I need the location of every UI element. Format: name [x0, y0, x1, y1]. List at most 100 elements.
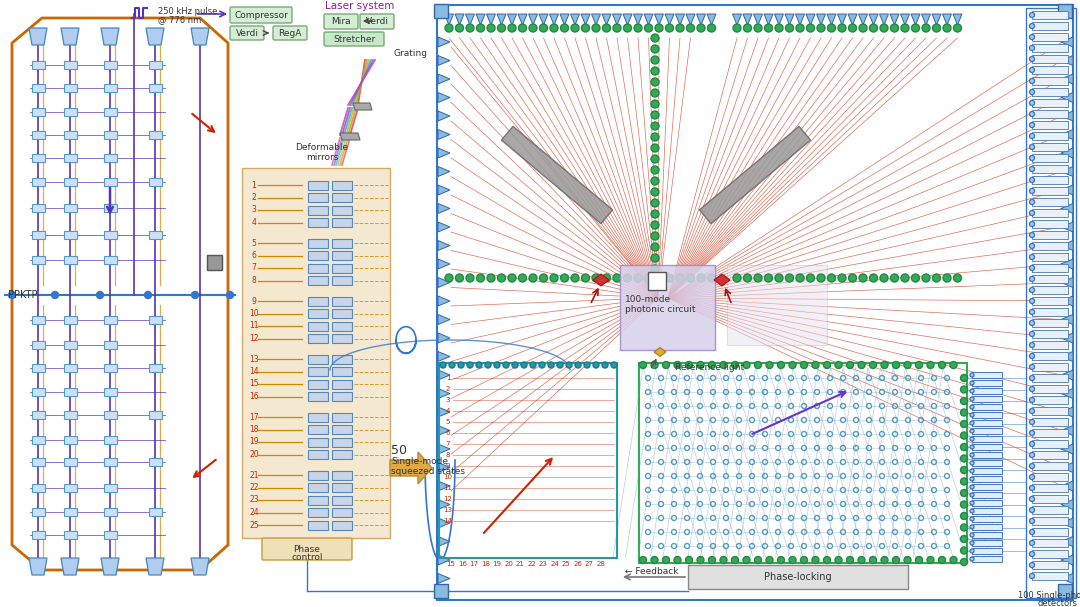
Circle shape	[1029, 200, 1035, 205]
Bar	[332, 425, 352, 434]
Polygon shape	[1061, 166, 1074, 177]
Text: 24: 24	[249, 508, 259, 517]
FancyBboxPatch shape	[262, 538, 352, 560]
Bar	[308, 354, 328, 364]
Bar	[437, 5, 1074, 600]
Circle shape	[686, 557, 692, 563]
Text: 19: 19	[249, 438, 259, 447]
Circle shape	[796, 24, 804, 32]
Circle shape	[456, 24, 463, 32]
Bar	[104, 484, 117, 492]
Polygon shape	[438, 314, 450, 325]
Text: 1: 1	[446, 375, 450, 381]
Bar	[104, 531, 117, 539]
Circle shape	[651, 67, 659, 75]
Bar	[1032, 352, 1068, 360]
Bar	[332, 309, 352, 318]
Text: 21: 21	[249, 470, 259, 480]
Bar	[242, 168, 390, 538]
Text: 12: 12	[444, 496, 453, 502]
Circle shape	[518, 24, 527, 32]
Bar	[308, 508, 328, 517]
Polygon shape	[438, 203, 450, 214]
Text: 28: 28	[596, 561, 605, 567]
Circle shape	[550, 24, 558, 32]
Bar	[972, 428, 1002, 434]
Text: Stretcher: Stretcher	[333, 35, 375, 44]
Polygon shape	[438, 351, 450, 362]
Circle shape	[869, 274, 877, 282]
Bar	[64, 411, 77, 419]
Bar	[1032, 275, 1068, 283]
Circle shape	[960, 535, 968, 543]
Polygon shape	[476, 14, 485, 25]
Circle shape	[731, 557, 739, 563]
Polygon shape	[29, 28, 48, 45]
Bar	[31, 178, 44, 186]
Bar	[332, 470, 352, 480]
Circle shape	[1029, 342, 1035, 347]
Text: detectors: detectors	[1037, 600, 1077, 607]
Bar	[1032, 517, 1068, 525]
Bar	[308, 438, 328, 447]
Text: 6: 6	[446, 430, 450, 436]
Circle shape	[592, 274, 600, 282]
Bar	[64, 131, 77, 139]
Circle shape	[508, 24, 516, 32]
Polygon shape	[438, 111, 450, 121]
Circle shape	[1029, 475, 1035, 480]
Polygon shape	[508, 14, 516, 25]
Circle shape	[1029, 398, 1035, 402]
Circle shape	[476, 362, 482, 368]
Circle shape	[651, 78, 659, 86]
Text: 9: 9	[252, 296, 256, 305]
Polygon shape	[438, 407, 450, 417]
Polygon shape	[1061, 426, 1074, 435]
Polygon shape	[438, 259, 450, 269]
Circle shape	[960, 444, 968, 450]
Polygon shape	[445, 14, 454, 25]
Circle shape	[645, 274, 652, 282]
Bar	[1032, 11, 1068, 19]
Polygon shape	[1061, 111, 1074, 121]
Bar	[972, 556, 1002, 562]
Polygon shape	[1061, 500, 1074, 509]
Circle shape	[765, 24, 772, 32]
Text: 5: 5	[252, 239, 256, 248]
Circle shape	[835, 557, 842, 563]
Circle shape	[651, 177, 659, 185]
Bar	[104, 458, 117, 466]
Circle shape	[467, 362, 473, 368]
Circle shape	[849, 24, 856, 32]
Bar	[1032, 506, 1068, 514]
Circle shape	[708, 362, 715, 368]
Circle shape	[662, 557, 670, 563]
Bar	[1032, 110, 1068, 118]
Bar	[1032, 121, 1068, 129]
Text: 100 Single-photon: 100 Single-photon	[1018, 591, 1080, 600]
Circle shape	[1029, 497, 1035, 501]
Text: 3: 3	[252, 206, 256, 214]
Bar	[332, 193, 352, 202]
Bar	[332, 520, 352, 529]
Circle shape	[1029, 299, 1035, 304]
Circle shape	[465, 24, 474, 32]
Circle shape	[858, 557, 865, 563]
Bar	[64, 256, 77, 264]
Polygon shape	[675, 14, 685, 25]
Bar	[31, 508, 44, 516]
Circle shape	[697, 24, 705, 32]
Circle shape	[912, 274, 919, 282]
Bar	[972, 436, 1002, 442]
Circle shape	[518, 274, 527, 282]
Text: 23: 23	[249, 495, 259, 504]
Text: 19: 19	[492, 561, 501, 567]
Bar	[31, 341, 44, 349]
Circle shape	[1029, 563, 1035, 568]
Polygon shape	[654, 14, 663, 25]
Circle shape	[970, 405, 974, 409]
Circle shape	[1029, 353, 1035, 359]
Circle shape	[557, 362, 563, 368]
Bar	[1032, 143, 1068, 151]
Bar	[64, 204, 77, 212]
